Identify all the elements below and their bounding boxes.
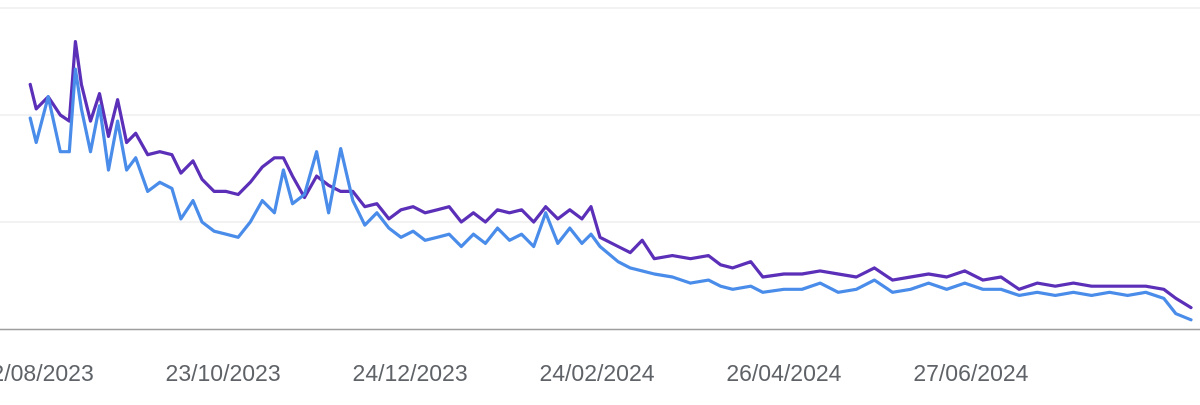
x-axis-ticks: 22/08/2023 23/10/2023 24/12/2023 24/02/2024… [0,360,1029,386]
x-tick-label-1: 23/10/2023 [166,360,281,386]
gridlines [0,7,1200,223]
x-tick-label-5: 27/06/2024 [913,360,1028,386]
x-tick-label-3: 24/02/2024 [539,360,654,386]
series-line-2 [28,67,1193,322]
x-tick-label-4: 26/04/2024 [726,360,841,386]
x-tick-label-0: 22/08/2023 [0,360,94,386]
series-group [28,39,1193,322]
x-tick-label-2: 24/12/2023 [353,360,468,386]
series-line-1 [28,39,1193,310]
